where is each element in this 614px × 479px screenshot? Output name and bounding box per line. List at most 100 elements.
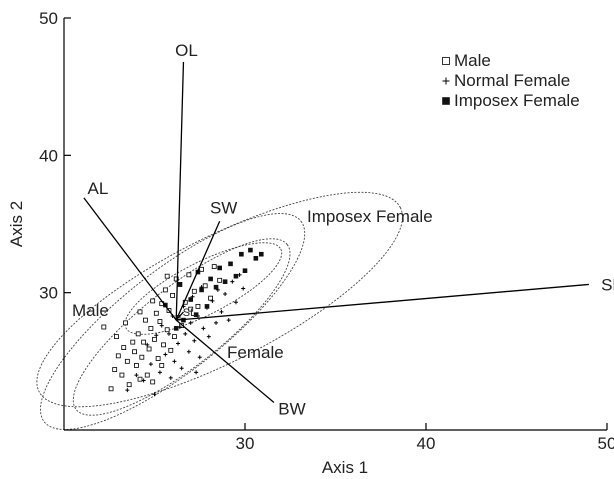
- point-male-46: [217, 277, 223, 283]
- legend-marker-normal-female: [442, 77, 450, 85]
- point-male-18: [148, 325, 154, 331]
- point-normal-female-4: [152, 392, 157, 397]
- point-male-28: [164, 327, 170, 333]
- vector-label-al: AL: [88, 179, 109, 198]
- vector-sl: [175, 311, 184, 321]
- point-male-45: [211, 264, 217, 269]
- point-normal-female-3: [148, 362, 153, 367]
- y-tick-label-30: 30: [39, 284, 58, 303]
- point-male-3: [115, 353, 121, 359]
- point-male-38: [186, 272, 192, 278]
- point-male-13: [139, 354, 145, 360]
- vector-ol: [175, 61, 185, 321]
- point-male-31: [170, 293, 176, 298]
- vector-label-bw: BW: [278, 400, 305, 419]
- point-male-16: [144, 372, 150, 378]
- point-male-47: [137, 309, 143, 315]
- point-male-27: [162, 287, 168, 293]
- point-male-40: [191, 288, 197, 294]
- point-imposex-female-13: [242, 268, 248, 273]
- point-male-44: [208, 295, 214, 301]
- loading-vectors: OL AL SW SD BW SL: [83, 41, 614, 419]
- ellipse-male-1: [40, 213, 306, 430]
- point-imposex-female-7: [213, 284, 219, 290]
- point-imposex-female-18: [177, 282, 183, 287]
- point-normal-female-13: [188, 320, 193, 325]
- ellipse-label-female: Female: [227, 343, 284, 362]
- point-male-25: [159, 363, 165, 368]
- vector-sd: [176, 283, 589, 321]
- point-imposex-female-9: [222, 279, 228, 284]
- point-normal-female-26: [230, 279, 235, 284]
- legend-label-normal-female: Normal Female: [454, 71, 570, 90]
- legend-label-imposex-female: Imposex Female: [454, 91, 580, 110]
- point-male-33: [173, 276, 179, 282]
- point-male-49: [164, 273, 170, 279]
- group-ellipses: Imposex Female Male Female: [36, 191, 433, 430]
- point-normal-female-14: [192, 338, 197, 343]
- point-imposex-female-12: [239, 251, 244, 257]
- point-normal-female-23: [219, 309, 224, 314]
- point-normal-female-7: [168, 375, 173, 380]
- ellipse-normal-female-2: [72, 238, 291, 416]
- vector-label-sl: SL: [183, 307, 196, 319]
- axis-ticks: 30 40 50 30 40 50: [39, 9, 614, 453]
- point-normal-female-21: [214, 320, 219, 325]
- point-normal-female-39: [194, 370, 199, 375]
- point-male-32: [172, 334, 177, 340]
- point-normal-female-2: [141, 378, 146, 383]
- vector-label-sd: SD: [601, 275, 614, 294]
- point-male-26: [161, 342, 166, 348]
- axes: [63, 18, 607, 431]
- point-male-42: [199, 266, 204, 272]
- point-male-14: [141, 339, 147, 345]
- point-male-20: [152, 336, 157, 342]
- vector-bw: [175, 319, 275, 404]
- point-imposex-female-2: [188, 297, 193, 302]
- point-male-39: [188, 306, 194, 312]
- vector-label-sw: SW: [210, 198, 237, 217]
- point-normal-female-16: [197, 355, 202, 360]
- point-male-23: [157, 319, 163, 324]
- legend-label-male: Male: [454, 51, 491, 70]
- point-male-22: [155, 356, 161, 361]
- vector-al: [83, 197, 177, 321]
- point-male-21: [153, 310, 159, 316]
- point-imposex-female-11: [233, 273, 239, 279]
- x-tick-label-30: 30: [236, 434, 255, 453]
- x-tick-label-40: 40: [417, 434, 436, 453]
- point-normal-female-0: [125, 388, 130, 393]
- point-male-15: [143, 317, 148, 323]
- point-imposex-female-6: [208, 276, 213, 282]
- point-imposex-female-14: [248, 247, 253, 253]
- point-normal-female-25: [226, 318, 231, 323]
- point-normal-female-37: [166, 331, 171, 336]
- point-normal-female-29: [241, 286, 246, 291]
- legend-marker-male: [442, 57, 450, 65]
- point-imposex-female-0: [173, 326, 179, 331]
- point-normal-female-27: [233, 300, 238, 305]
- point-male-4: [119, 372, 125, 378]
- y-tick-label-50: 50: [39, 9, 58, 28]
- y-tick-label-40: 40: [39, 146, 58, 165]
- point-normal-female-17: [201, 326, 206, 331]
- legend-marker-imposex-female: [442, 97, 450, 105]
- point-imposex-female-4: [199, 287, 204, 293]
- point-normal-female-9: [176, 341, 181, 346]
- ellipse-imposex-female-3: [124, 242, 283, 335]
- point-imposex-female-15: [253, 256, 259, 261]
- point-normal-female-12: [186, 349, 191, 354]
- point-male-1: [108, 386, 114, 392]
- point-male-43: [202, 283, 208, 289]
- point-normal-female-30: [159, 323, 164, 328]
- point-imposex-female-8: [217, 265, 222, 271]
- point-imposex-female-5: [204, 304, 210, 309]
- ellipse-label-male: Male: [72, 301, 109, 320]
- point-normal-female-5: [157, 370, 162, 375]
- data-points: [101, 247, 264, 397]
- point-male-9: [132, 349, 137, 355]
- point-male-51: [114, 334, 119, 340]
- point-male-19: [150, 379, 156, 385]
